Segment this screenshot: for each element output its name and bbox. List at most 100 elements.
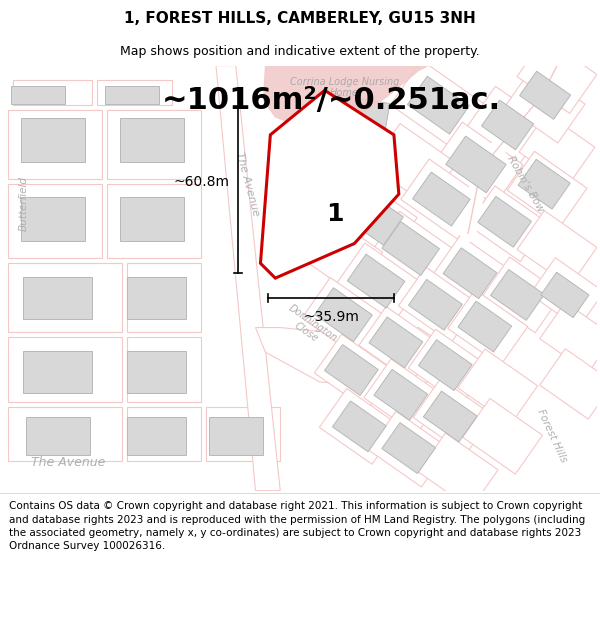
Polygon shape: [315, 288, 372, 342]
Polygon shape: [409, 279, 462, 330]
Polygon shape: [23, 351, 92, 392]
Polygon shape: [337, 243, 422, 323]
Text: 1, FOREST HILLS, CAMBERLEY, GU15 3NH: 1, FOREST HILLS, CAMBERLEY, GU15 3NH: [124, 11, 476, 26]
Polygon shape: [105, 86, 159, 104]
Polygon shape: [23, 277, 92, 319]
Polygon shape: [209, 418, 263, 455]
Polygon shape: [382, 221, 439, 276]
Text: The Avenue: The Avenue: [234, 151, 261, 218]
Polygon shape: [478, 196, 532, 248]
Polygon shape: [418, 433, 498, 509]
Polygon shape: [507, 151, 587, 227]
Polygon shape: [127, 351, 187, 392]
Polygon shape: [539, 302, 600, 372]
Polygon shape: [541, 272, 589, 318]
Polygon shape: [302, 278, 387, 358]
Text: Forest Hills: Forest Hills: [535, 408, 569, 464]
Polygon shape: [21, 197, 85, 241]
Polygon shape: [401, 159, 486, 239]
Text: Donnington
Close: Donnington Close: [280, 302, 340, 352]
Text: ~1016m²/~0.251ac.: ~1016m²/~0.251ac.: [161, 86, 501, 115]
Polygon shape: [107, 184, 201, 258]
Polygon shape: [374, 369, 428, 420]
Polygon shape: [206, 407, 280, 461]
Polygon shape: [463, 398, 542, 474]
Polygon shape: [413, 172, 470, 226]
Polygon shape: [296, 213, 383, 294]
Polygon shape: [216, 66, 280, 491]
Polygon shape: [332, 401, 386, 452]
Text: Robin's Bow: Robin's Bow: [505, 154, 545, 214]
Polygon shape: [433, 122, 523, 207]
Polygon shape: [446, 136, 506, 192]
Polygon shape: [424, 391, 477, 442]
Polygon shape: [505, 68, 585, 143]
Polygon shape: [517, 38, 597, 113]
Polygon shape: [409, 329, 488, 405]
Polygon shape: [263, 66, 428, 127]
Polygon shape: [347, 254, 405, 308]
Polygon shape: [517, 211, 597, 286]
Polygon shape: [8, 184, 103, 258]
Polygon shape: [539, 349, 600, 419]
Polygon shape: [107, 110, 201, 179]
Polygon shape: [407, 76, 469, 134]
Polygon shape: [256, 328, 439, 387]
Polygon shape: [433, 236, 513, 311]
Polygon shape: [371, 124, 457, 206]
Polygon shape: [127, 418, 187, 455]
Polygon shape: [391, 60, 487, 150]
Polygon shape: [371, 211, 456, 291]
Polygon shape: [482, 257, 562, 332]
Polygon shape: [530, 258, 600, 328]
Polygon shape: [119, 118, 184, 162]
Polygon shape: [448, 290, 528, 366]
Polygon shape: [458, 349, 538, 425]
Polygon shape: [369, 317, 423, 368]
Polygon shape: [127, 338, 201, 402]
Polygon shape: [467, 86, 548, 164]
Polygon shape: [325, 344, 378, 396]
Text: Butterfield: Butterfield: [18, 176, 28, 231]
Polygon shape: [443, 248, 497, 299]
Polygon shape: [343, 189, 403, 245]
Polygon shape: [314, 334, 394, 410]
Text: Contains OS data © Crown copyright and database right 2021. This information is : Contains OS data © Crown copyright and d…: [9, 501, 585, 551]
Polygon shape: [11, 86, 65, 104]
Polygon shape: [364, 359, 443, 434]
Text: Corrina Lodge Nursing
Home: Corrina Lodge Nursing Home: [290, 77, 399, 98]
Polygon shape: [8, 263, 122, 332]
Polygon shape: [520, 71, 571, 119]
Polygon shape: [13, 81, 92, 105]
Polygon shape: [359, 306, 439, 382]
Polygon shape: [319, 92, 390, 148]
Polygon shape: [413, 379, 493, 454]
Polygon shape: [319, 389, 399, 464]
Text: ~35.9m: ~35.9m: [303, 310, 359, 324]
Polygon shape: [21, 118, 85, 162]
Polygon shape: [127, 263, 201, 332]
Polygon shape: [8, 407, 122, 461]
Polygon shape: [369, 411, 449, 487]
Polygon shape: [26, 418, 90, 455]
Polygon shape: [467, 186, 547, 262]
Polygon shape: [398, 267, 478, 342]
Polygon shape: [331, 178, 417, 260]
Polygon shape: [127, 277, 187, 319]
Polygon shape: [127, 407, 201, 461]
Polygon shape: [518, 159, 570, 209]
Text: Map shows position and indicative extent of the property.: Map shows position and indicative extent…: [120, 45, 480, 58]
Polygon shape: [491, 269, 544, 321]
Polygon shape: [8, 338, 122, 402]
Text: 1: 1: [326, 202, 343, 226]
Polygon shape: [458, 301, 512, 352]
Polygon shape: [8, 110, 103, 179]
Text: ~60.8m: ~60.8m: [174, 175, 230, 189]
Polygon shape: [260, 91, 399, 278]
Text: The Avenue: The Avenue: [31, 456, 105, 469]
Polygon shape: [481, 100, 533, 150]
Polygon shape: [382, 422, 436, 474]
Polygon shape: [519, 113, 595, 186]
Polygon shape: [418, 339, 472, 391]
Polygon shape: [97, 81, 172, 105]
